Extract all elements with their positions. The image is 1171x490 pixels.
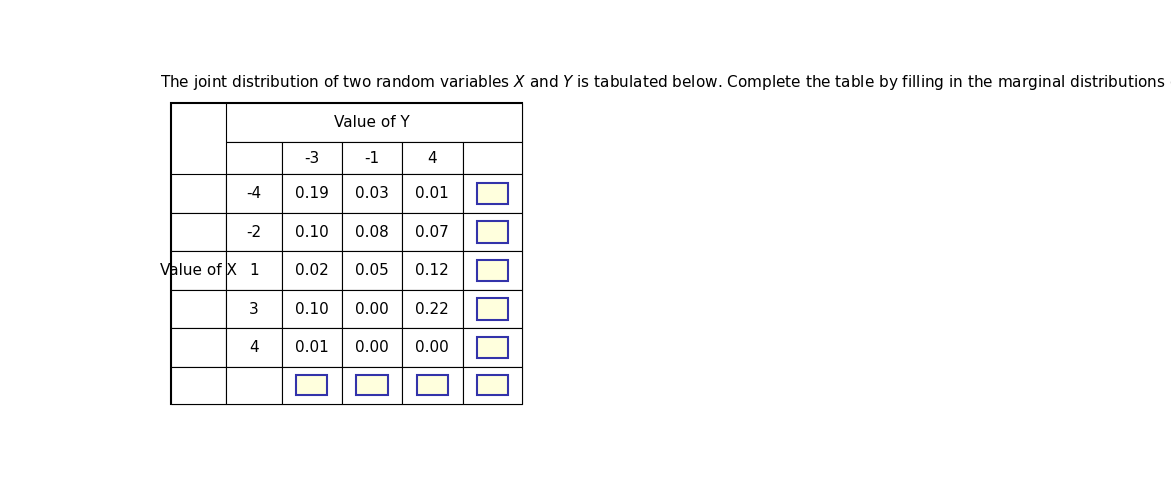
Text: 0.19: 0.19 — [295, 186, 329, 201]
Bar — [282, 290, 342, 328]
Bar — [402, 328, 463, 367]
Text: 1: 1 — [249, 263, 259, 278]
Bar — [463, 328, 522, 367]
Bar — [417, 375, 448, 395]
Bar — [171, 213, 226, 251]
Bar — [171, 251, 226, 290]
Bar — [342, 251, 402, 290]
Bar — [463, 251, 522, 290]
Bar — [226, 328, 282, 367]
Text: 0.10: 0.10 — [295, 301, 329, 317]
Bar — [477, 337, 508, 358]
Bar — [463, 213, 522, 251]
Bar — [282, 142, 342, 174]
Text: 0.07: 0.07 — [416, 224, 450, 240]
Bar — [477, 221, 508, 243]
Text: 0.10: 0.10 — [295, 224, 329, 240]
Bar — [282, 251, 342, 290]
Text: 0.05: 0.05 — [355, 263, 389, 278]
Bar — [226, 213, 282, 251]
Bar — [171, 174, 226, 213]
Bar — [226, 103, 522, 142]
Bar — [342, 142, 402, 174]
Bar — [477, 375, 508, 395]
Bar — [282, 367, 342, 404]
Bar — [342, 174, 402, 213]
Bar — [402, 367, 463, 404]
Bar — [402, 251, 463, 290]
Bar — [226, 367, 282, 404]
Text: Value of Y: Value of Y — [335, 115, 410, 130]
Bar — [356, 375, 388, 395]
Bar — [402, 174, 463, 213]
Bar — [171, 328, 226, 367]
Text: Value of X: Value of X — [160, 263, 238, 278]
Text: 0.01: 0.01 — [416, 186, 450, 201]
Bar — [402, 290, 463, 328]
Bar — [342, 213, 402, 251]
Bar — [296, 375, 328, 395]
Bar — [226, 174, 282, 213]
Bar — [477, 298, 508, 319]
Bar — [282, 213, 342, 251]
Bar — [226, 142, 282, 174]
Bar — [342, 290, 402, 328]
Bar — [342, 328, 402, 367]
Bar — [282, 328, 342, 367]
Text: 4: 4 — [427, 150, 437, 166]
Text: 0.12: 0.12 — [416, 263, 450, 278]
Text: 3: 3 — [249, 301, 259, 317]
Text: 0.03: 0.03 — [355, 186, 389, 201]
Text: 0.00: 0.00 — [416, 340, 450, 355]
Text: 0.22: 0.22 — [416, 301, 450, 317]
Text: 0.01: 0.01 — [295, 340, 329, 355]
Text: -3: -3 — [304, 150, 320, 166]
Text: The joint distribution of two random variables $X$ and $Y$ is tabulated below. C: The joint distribution of two random var… — [160, 73, 1171, 92]
Text: -1: -1 — [364, 150, 379, 166]
Bar — [463, 174, 522, 213]
Text: 0.08: 0.08 — [355, 224, 389, 240]
Text: 0.00: 0.00 — [355, 301, 389, 317]
Text: 0.02: 0.02 — [295, 263, 329, 278]
Text: -2: -2 — [247, 224, 261, 240]
Bar — [171, 367, 226, 404]
Bar — [226, 251, 282, 290]
Bar — [463, 142, 522, 174]
Bar — [171, 290, 226, 328]
Bar — [402, 142, 463, 174]
Bar — [171, 103, 522, 404]
Text: 0.00: 0.00 — [355, 340, 389, 355]
Bar — [477, 183, 508, 204]
Bar — [463, 290, 522, 328]
Bar — [463, 367, 522, 404]
Text: -4: -4 — [247, 186, 261, 201]
Bar — [477, 260, 508, 281]
Bar — [282, 174, 342, 213]
Bar — [226, 290, 282, 328]
Text: 4: 4 — [249, 340, 259, 355]
Bar — [342, 367, 402, 404]
Bar — [402, 213, 463, 251]
